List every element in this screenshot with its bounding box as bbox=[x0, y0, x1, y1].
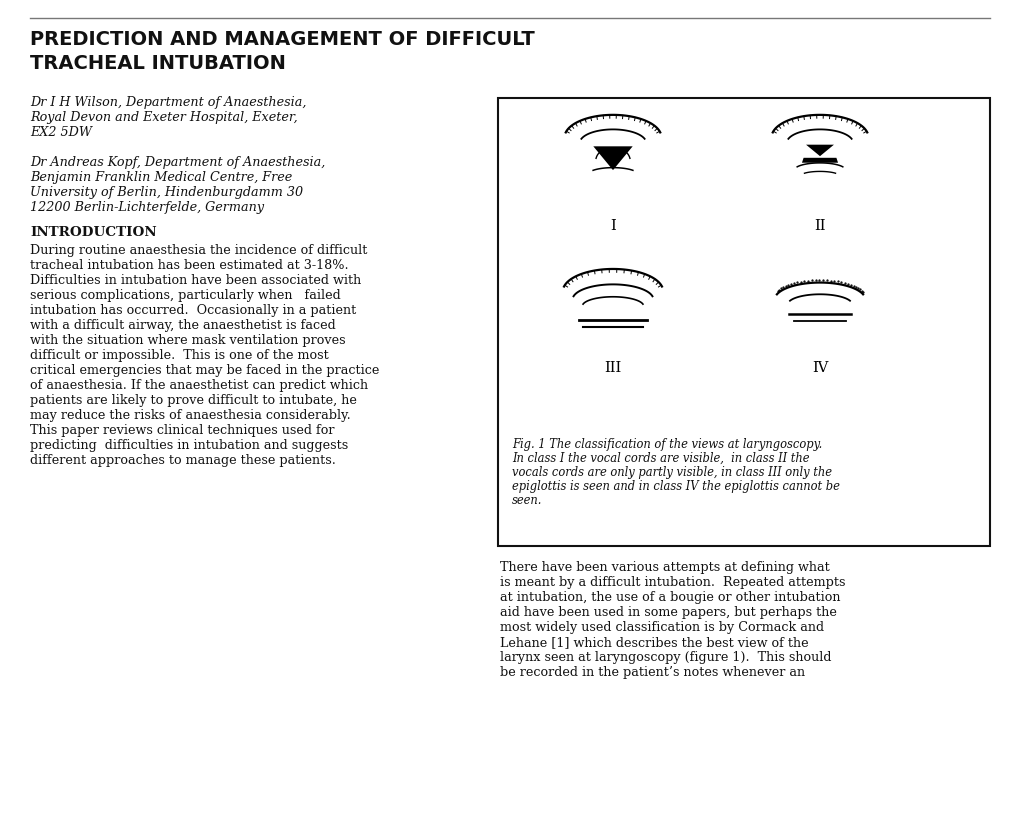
Text: with the situation where mask ventilation proves: with the situation where mask ventilatio… bbox=[30, 334, 345, 347]
Text: of anaesthesia. If the anaesthetist can predict which: of anaesthesia. If the anaesthetist can … bbox=[30, 379, 368, 392]
Text: epiglottis is seen and in class IV the epiglottis cannot be: epiglottis is seen and in class IV the e… bbox=[512, 480, 839, 493]
Text: 12200 Berlin-Lichterfelde, Germany: 12200 Berlin-Lichterfelde, Germany bbox=[30, 201, 264, 214]
Text: aid have been used in some papers, but perhaps the: aid have been used in some papers, but p… bbox=[499, 606, 836, 619]
Text: II: II bbox=[813, 220, 825, 233]
Text: EX2 5DW: EX2 5DW bbox=[30, 126, 92, 139]
Text: III: III bbox=[604, 361, 621, 375]
Text: intubation has occurred.  Occasionally in a patient: intubation has occurred. Occasionally in… bbox=[30, 304, 356, 317]
Text: IV: IV bbox=[811, 361, 827, 375]
Text: with a difficult airway, the anaesthetist is faced: with a difficult airway, the anaesthetis… bbox=[30, 319, 335, 332]
Text: may reduce the risks of anaesthesia considerably.: may reduce the risks of anaesthesia cons… bbox=[30, 409, 351, 422]
Text: PREDICTION AND MANAGEMENT OF DIFFICULT: PREDICTION AND MANAGEMENT OF DIFFICULT bbox=[30, 30, 534, 49]
Text: Lehane [1] which describes the best view of the: Lehane [1] which describes the best view… bbox=[499, 636, 808, 649]
Text: INTRODUCTION: INTRODUCTION bbox=[30, 226, 157, 239]
Text: larynx seen at laryngoscopy (figure 1).  This should: larynx seen at laryngoscopy (figure 1). … bbox=[499, 651, 830, 664]
Text: During routine anaesthesia the incidence of difficult: During routine anaesthesia the incidence… bbox=[30, 244, 367, 257]
Text: most widely used classification is by Cormack and: most widely used classification is by Co… bbox=[499, 621, 823, 634]
Text: different approaches to manage these patients.: different approaches to manage these pat… bbox=[30, 454, 335, 467]
Text: be recorded in the patient’s notes whenever an: be recorded in the patient’s notes whene… bbox=[499, 666, 804, 679]
Text: University of Berlin, Hindenburgdamm 30: University of Berlin, Hindenburgdamm 30 bbox=[30, 186, 303, 199]
Text: Fig. 1 The classification of the views at laryngoscopy.: Fig. 1 The classification of the views a… bbox=[512, 438, 821, 451]
Polygon shape bbox=[805, 144, 834, 156]
Text: In class I the vocal cords are visible,  in class II the: In class I the vocal cords are visible, … bbox=[512, 452, 809, 465]
Text: seen.: seen. bbox=[512, 494, 542, 507]
Text: difficult or impossible.  This is one of the most: difficult or impossible. This is one of … bbox=[30, 349, 328, 362]
Text: Dr I H Wilson, Department of Anaesthesia,: Dr I H Wilson, Department of Anaesthesia… bbox=[30, 96, 306, 109]
Text: Difficulties in intubation have been associated with: Difficulties in intubation have been ass… bbox=[30, 274, 361, 287]
Polygon shape bbox=[801, 157, 838, 162]
Text: There have been various attempts at defining what: There have been various attempts at defi… bbox=[499, 561, 828, 574]
Text: critical emergencies that may be faced in the practice: critical emergencies that may be faced i… bbox=[30, 364, 379, 377]
Text: TRACHEAL INTUBATION: TRACHEAL INTUBATION bbox=[30, 54, 285, 73]
Text: This paper reviews clinical techniques used for: This paper reviews clinical techniques u… bbox=[30, 424, 334, 437]
Text: serious complications, particularly when   failed: serious complications, particularly when… bbox=[30, 289, 340, 302]
Text: Royal Devon and Exeter Hospital, Exeter,: Royal Devon and Exeter Hospital, Exeter, bbox=[30, 111, 298, 124]
Text: Dr Andreas Kopf, Department of Anaesthesia,: Dr Andreas Kopf, Department of Anaesthes… bbox=[30, 156, 325, 169]
Text: is meant by a difficult intubation.  Repeated attempts: is meant by a difficult intubation. Repe… bbox=[499, 576, 845, 589]
Bar bbox=[497, 98, 989, 546]
Text: I: I bbox=[609, 220, 615, 233]
Text: tracheal intubation has been estimated at 3-18%.: tracheal intubation has been estimated a… bbox=[30, 259, 348, 272]
Text: predicting  difficulties in intubation and suggests: predicting difficulties in intubation an… bbox=[30, 439, 347, 452]
Text: at intubation, the use of a bougie or other intubation: at intubation, the use of a bougie or ot… bbox=[499, 591, 840, 604]
Text: vocals cords are only partly visible, in class III only the: vocals cords are only partly visible, in… bbox=[512, 466, 832, 479]
Text: Benjamin Franklin Medical Centre, Free: Benjamin Franklin Medical Centre, Free bbox=[30, 171, 292, 184]
Polygon shape bbox=[593, 146, 632, 170]
Text: patients are likely to prove difficult to intubate, he: patients are likely to prove difficult t… bbox=[30, 394, 357, 407]
